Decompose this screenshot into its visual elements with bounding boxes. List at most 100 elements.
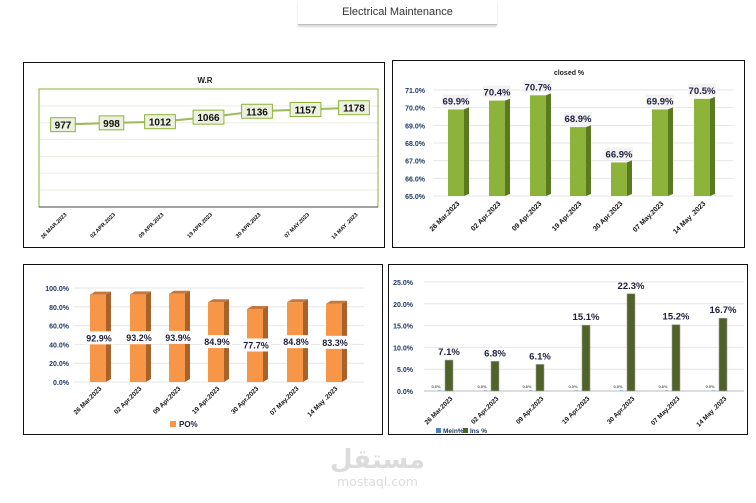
data-label: 1012 bbox=[149, 118, 172, 129]
mein-bar bbox=[712, 390, 715, 391]
x-tick-label: 02 Apr.2023 bbox=[470, 200, 502, 232]
ins-bar bbox=[626, 293, 636, 392]
bar-side bbox=[668, 107, 673, 196]
mein-data-label: 0.0% bbox=[522, 384, 532, 389]
x-tick-label: 14 MAY .2023 bbox=[331, 212, 360, 241]
data-point-marker bbox=[144, 114, 176, 130]
data-label: 69.9% bbox=[647, 96, 674, 107]
bar-top bbox=[169, 290, 190, 294]
data-label-bg bbox=[442, 94, 470, 107]
ins-data-label: 6.1% bbox=[529, 351, 551, 362]
dashboard-title: Electrical Maintenance bbox=[298, 0, 497, 25]
plot-area bbox=[38, 88, 379, 208]
ins-bar bbox=[490, 361, 500, 392]
po-percent-chart: 0.0% 20.0% 40.0% 60.0% 80.0% 100.0% 92.9% 93.2%… bbox=[23, 264, 383, 435]
bar bbox=[694, 98, 710, 196]
mein-bar bbox=[620, 390, 623, 391]
bar-top bbox=[326, 300, 347, 304]
data-label-bg bbox=[524, 80, 552, 93]
data-label-bg bbox=[124, 331, 154, 345]
data-label: 93.9% bbox=[165, 333, 191, 343]
y-tick-label: 25.0% bbox=[393, 280, 414, 287]
x-tick-label: 19 APR.2023 bbox=[186, 212, 213, 239]
ins-data-label: 15.1% bbox=[573, 312, 600, 323]
data-point-marker bbox=[192, 109, 225, 125]
watermark-arabic: مستقل bbox=[330, 445, 426, 475]
y-tick-label: 20.0% bbox=[49, 361, 70, 368]
y-tick-label: 69.0% bbox=[405, 123, 426, 130]
mein-bar bbox=[529, 390, 532, 391]
closed-percent-chart: closed % 65.0% 66.0% 67.0% 68.0% 69.0% 70.0% 71… bbox=[392, 60, 745, 248]
ins-data-label: 6.8% bbox=[484, 348, 506, 359]
bar bbox=[570, 127, 586, 196]
y-tick-label: 70.0% bbox=[405, 106, 426, 113]
y-tick-label: 100.0% bbox=[45, 286, 70, 293]
bar-top bbox=[130, 291, 151, 295]
legend-swatch-ins bbox=[463, 428, 468, 433]
y-tick-label: 15.0% bbox=[393, 324, 414, 331]
data-label: 83.3% bbox=[322, 338, 348, 348]
y-tick-label: 40.0% bbox=[49, 342, 70, 349]
chart-title: closed % bbox=[554, 70, 585, 77]
y-tick-label: 0.0% bbox=[397, 389, 414, 396]
y-tick-label: 20.0% bbox=[393, 302, 414, 309]
data-label: 1157 bbox=[295, 105, 317, 116]
legend-swatch-mein bbox=[436, 428, 441, 433]
x-tick-label: 09 Apr.2023 bbox=[511, 200, 543, 232]
ins-bar bbox=[718, 317, 728, 392]
x-tick-label: 02 Apr.2023 bbox=[470, 395, 501, 426]
bar-top bbox=[90, 291, 111, 295]
x-tick-label: 14 May .2023 bbox=[672, 200, 707, 235]
data-label-bg bbox=[688, 83, 716, 96]
mein-data-label: 0.0% bbox=[705, 384, 715, 389]
wr-chart-svg: W.R 977 998 1012 1066 1136 1157 1178 26 MAR.2023… bbox=[38, 76, 379, 241]
data-label: 1136 bbox=[246, 107, 268, 118]
bar-top bbox=[247, 305, 268, 309]
data-label: 70.5% bbox=[689, 86, 716, 97]
x-tick-label: 19 Apr.2023 bbox=[561, 395, 592, 426]
data-label-bg bbox=[320, 335, 350, 349]
x-tick-label: 02 Apr.2023 bbox=[113, 385, 144, 416]
x-tick-label: 07 May.2023 bbox=[650, 395, 682, 427]
ins-bar bbox=[535, 364, 545, 392]
data-point-marker bbox=[98, 115, 125, 131]
x-tick-label: 19 Apr.2023 bbox=[551, 200, 583, 232]
po-chart-svg: 0.0% 20.0% 40.0% 60.0% 80.0% 100.0% 92.9% 93.2%… bbox=[45, 286, 364, 429]
ins-bar bbox=[444, 359, 454, 392]
y-tick-label: 10.0% bbox=[393, 345, 414, 352]
data-label: 1066 bbox=[197, 113, 220, 124]
mein-bar bbox=[438, 390, 441, 391]
data-label-bg bbox=[646, 94, 674, 107]
y-tick-label: 60.0% bbox=[49, 324, 70, 331]
bar bbox=[448, 109, 464, 196]
data-label: 93.2% bbox=[126, 333, 152, 343]
bar bbox=[489, 100, 505, 196]
x-tick-label: 09 Apr.2023 bbox=[515, 395, 546, 426]
x-tick-label: 07 May.2023 bbox=[269, 385, 301, 417]
y-tick-label: 65.0% bbox=[405, 194, 426, 201]
x-tick-label: 02 APR.2023 bbox=[89, 212, 116, 239]
data-label-bg bbox=[241, 338, 271, 352]
data-label: 1178 bbox=[343, 104, 365, 115]
y-tick-label: 71.0% bbox=[405, 88, 426, 95]
data-label: 69.9% bbox=[443, 96, 470, 107]
mein-data-label: 0.0% bbox=[431, 384, 441, 389]
data-point-marker bbox=[50, 117, 76, 133]
x-tick-label: 14 May .2023 bbox=[306, 385, 339, 418]
data-label-bg bbox=[483, 85, 511, 98]
x-tick-label: 26 MAR.2023 bbox=[40, 212, 68, 240]
data-label: 998 bbox=[103, 119, 120, 130]
data-label: 977 bbox=[55, 121, 72, 132]
x-tick-label: 30 Apr.2023 bbox=[606, 395, 637, 426]
x-tick-label: 14 May .2023 bbox=[695, 395, 728, 428]
y-tick-label: 67.0% bbox=[405, 159, 426, 166]
y-tick-label: 80.0% bbox=[49, 305, 70, 312]
data-label: 66.9% bbox=[606, 149, 633, 160]
bar-side bbox=[464, 107, 469, 196]
x-tick-label: 09 APR.2023 bbox=[138, 212, 165, 239]
data-point-marker bbox=[338, 100, 370, 116]
legend-label-ins: Ins % bbox=[470, 428, 487, 435]
mein-bar bbox=[665, 390, 668, 391]
data-label: 68.9% bbox=[565, 114, 592, 125]
mein-data-label: 0.0% bbox=[477, 384, 487, 389]
